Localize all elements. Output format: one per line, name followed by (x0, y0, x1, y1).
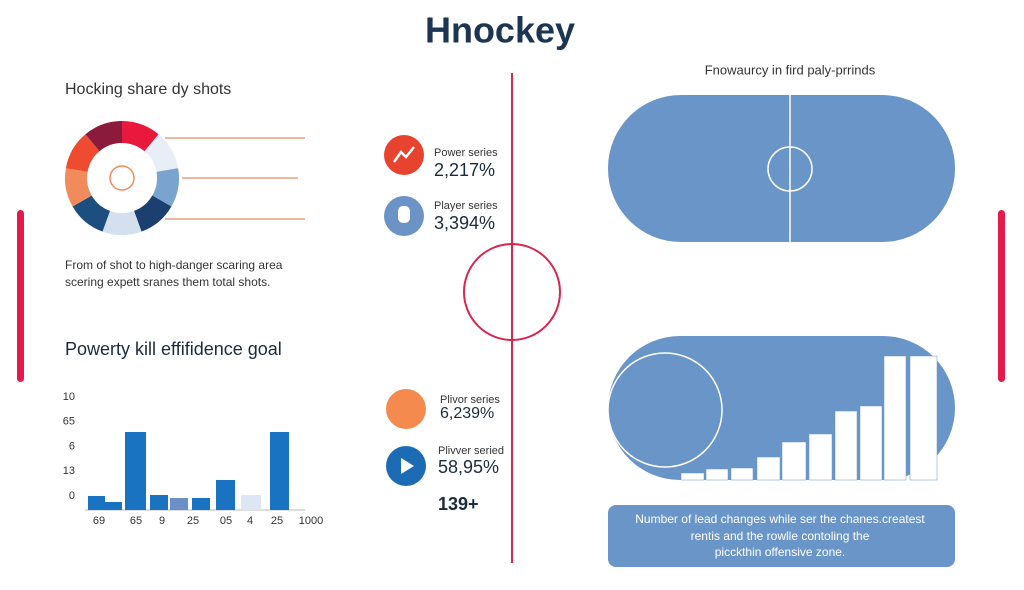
bar (909, 355, 938, 481)
bar (170, 498, 188, 510)
donut (65, 120, 179, 236)
x-label: 1000 (299, 515, 323, 527)
y-label: 13 (63, 465, 75, 477)
donut-segment (65, 168, 92, 207)
x-label: 69 (93, 515, 105, 527)
bar (270, 432, 289, 510)
donut-segment (134, 195, 172, 232)
chart-title: Powerty kill effifidence goal (65, 339, 282, 359)
y-label: 10 (63, 391, 75, 403)
bar (192, 498, 210, 510)
y-label: 6 (69, 440, 75, 452)
bar (216, 480, 235, 510)
x-label: 4 (247, 515, 253, 527)
y-label: 65 (63, 416, 75, 428)
caption: From of shot to high-danger scaring area (65, 258, 283, 272)
stat-value: 2,217% (434, 160, 495, 180)
bar (781, 441, 807, 481)
donut-segment (122, 120, 159, 152)
stat-label: Power series (434, 147, 498, 159)
note: rentis and the rowlle contoling the (691, 529, 870, 543)
stat-value: 6,239% (440, 405, 494, 422)
side-accent (17, 210, 24, 382)
bar (150, 495, 168, 510)
donut-segment (72, 195, 110, 232)
bar (680, 472, 705, 481)
bar (859, 405, 883, 481)
stat-value: 3,394% (434, 213, 495, 233)
bar (241, 495, 261, 510)
section-heading: Hocking share dy shots (65, 81, 231, 98)
note: Number of lead changes while ser the cha… (635, 512, 925, 526)
x-label: 9 (159, 515, 165, 527)
bar (808, 433, 833, 481)
bar (88, 496, 105, 510)
section-heading: Fnowaurcy in fird paly-prrinds (705, 62, 876, 77)
y-label: 0 (69, 490, 75, 502)
bar (834, 410, 858, 481)
stat-value: 58,95% (438, 457, 499, 477)
donut-segment (102, 210, 142, 236)
bar (705, 468, 729, 481)
bar (883, 355, 907, 481)
rink (608, 95, 955, 242)
center-circle (463, 243, 561, 341)
x-label: 05 (220, 515, 232, 527)
side-accent (998, 210, 1005, 382)
bar (125, 432, 146, 510)
note: picckthin offensive zone. (715, 545, 846, 559)
bar (756, 456, 781, 481)
icon-glyph (392, 146, 415, 163)
icon (386, 389, 426, 429)
bar (730, 467, 754, 481)
bar (105, 502, 122, 510)
icon-glyph (401, 458, 414, 474)
donut-segment (85, 120, 122, 152)
donut-segment (144, 134, 179, 172)
white-bars (680, 355, 938, 481)
note-box (608, 505, 955, 567)
x-label: 25 (271, 515, 283, 527)
caption: scering expett sranes them total shots. (65, 275, 270, 289)
extra-stat: 139+ (438, 494, 479, 514)
donut-segment (65, 134, 100, 172)
page-title: Hnockey (425, 10, 575, 51)
x-label: 65 (130, 515, 142, 527)
stat-label: Player series (434, 200, 498, 212)
donut-center (109, 165, 135, 191)
rink-circle (607, 352, 723, 468)
donut-segment (152, 168, 179, 207)
stat-label: Plivver seried (438, 445, 504, 457)
rink-circle (767, 146, 813, 192)
bars (88, 432, 289, 510)
x-label: 25 (187, 515, 199, 527)
stat-label: Plivor series (440, 394, 500, 406)
icon-glyph (398, 206, 410, 223)
